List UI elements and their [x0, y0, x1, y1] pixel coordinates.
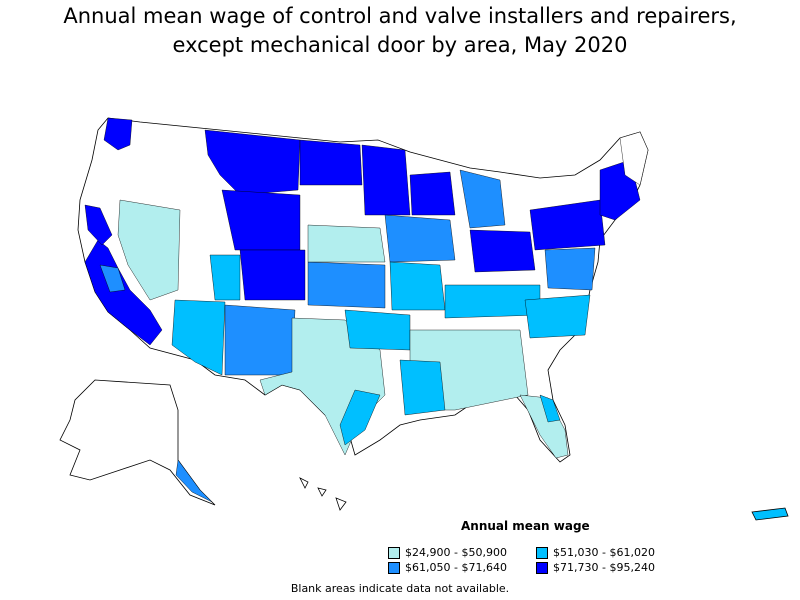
region-ohio-valley [469, 229, 536, 273]
region-colorado [239, 249, 306, 301]
region-washington-west [103, 117, 133, 151]
region-missouri [389, 261, 446, 311]
legend-title: Annual mean wage [461, 519, 590, 533]
puerto-rico [751, 507, 789, 521]
region-florida-coast [539, 394, 561, 423]
legend-item-1: $24,900 - $50,900 [388, 546, 507, 559]
region-ca-central [99, 264, 126, 293]
region-pennsylvania-ny [529, 199, 606, 251]
region-maine [619, 131, 649, 186]
legend-label-1: $24,900 - $50,900 [405, 546, 507, 559]
region-new-mexico [224, 304, 296, 376]
legend-label-4: $71,730 - $95,240 [553, 561, 655, 574]
region-michigan [459, 169, 506, 229]
legend-swatch-3 [388, 561, 400, 574]
legend-item-2: $51,030 - $61,020 [536, 546, 655, 559]
legend-swatch-4 [536, 561, 548, 574]
region-north-dakota [299, 139, 363, 186]
region-alaska-southeast [175, 459, 213, 503]
region-nebraska [307, 224, 386, 263]
region-oklahoma [344, 309, 411, 351]
region-iowa-illinois [384, 214, 456, 263]
region-wyoming [221, 189, 301, 251]
region-colorado-west [209, 254, 241, 301]
map-title: Annual mean wage of control and valve in… [0, 2, 800, 60]
region-texas-gulf [339, 389, 381, 446]
legend-label-2: $51,030 - $61,020 [553, 546, 655, 559]
legend-swatch-2 [536, 546, 548, 559]
title-line-1: Annual mean wage of control and valve in… [63, 4, 737, 28]
hawaii-islands [299, 477, 347, 511]
region-minnesota [361, 144, 411, 216]
legend-swatch-1 [388, 546, 400, 559]
blank-areas-note: Blank areas indicate data not available. [290, 582, 510, 595]
region-mid-atlantic [544, 247, 596, 291]
region-wisconsin [409, 171, 456, 216]
legend-label-3: $61,050 - $71,640 [405, 561, 507, 574]
region-kansas [307, 261, 386, 309]
region-carolinas [524, 294, 591, 339]
legend-item-3: $61,050 - $71,640 [388, 561, 507, 574]
region-louisiana [399, 359, 446, 416]
region-arizona [171, 299, 226, 376]
legend-item-4: $71,730 - $95,240 [536, 561, 655, 574]
region-oregon-central [84, 204, 113, 246]
region-nevada [117, 199, 181, 301]
title-line-2: except mechanical door by area, May 2020 [172, 33, 628, 57]
